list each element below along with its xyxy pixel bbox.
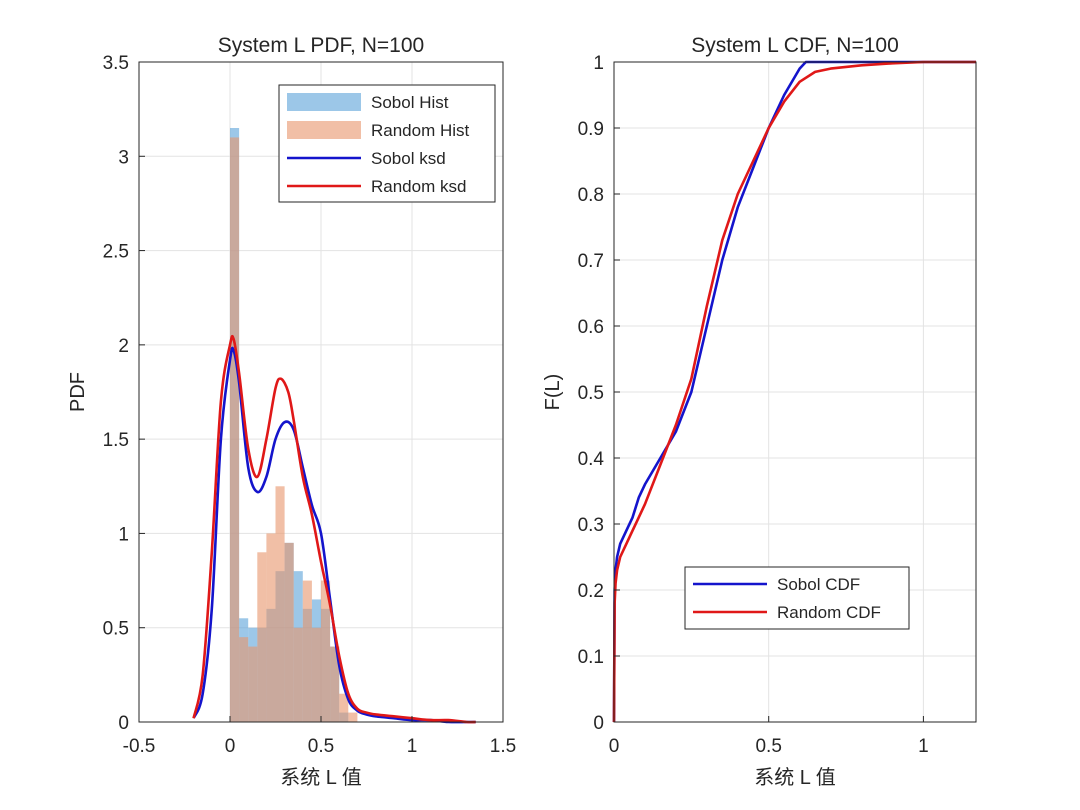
cdf-y-axis-label: F(L) (542, 374, 564, 411)
random-ksd-line (192, 334, 476, 724)
cdf-legend-box (684, 566, 910, 630)
random-hist-bar (302, 580, 312, 722)
pdf-x-axis-label: 系统 L 值 (280, 766, 362, 789)
cdf-y-tick-label: 0.7 (578, 251, 604, 272)
pdf-y-axis-label: PDF (67, 372, 89, 412)
random-hist-bar (284, 542, 294, 722)
pdf-legend-swatch (287, 93, 361, 111)
cdf-x-tick-label: 0.5 (755, 736, 781, 757)
cdf-plot: 0 0.5 1 00.10.20.30.40.50.60.70.80.91 Syst… (542, 34, 977, 789)
cdf-y-tick-label: 0.8 (578, 185, 604, 206)
pdf-x-tick-label: 0.5 (308, 736, 334, 757)
pdf-y-tick-label: 2.5 (103, 242, 129, 263)
cdf-y-tick-label: 0.5 (578, 383, 604, 404)
cdf-y-tick-label: 0.4 (578, 449, 605, 470)
pdf-x-tick-label: 1 (407, 736, 418, 757)
random-hist-bar (275, 486, 285, 722)
pdf-x-tick-label: -0.5 (123, 736, 156, 757)
random-hist-bar (311, 627, 321, 722)
random-hist-bar (330, 646, 340, 722)
cdf-y-ticks: 0 0.1 0.2 0.3 0.4 0.5 0.6 0.7 0.8 0.9 1 (578, 53, 620, 734)
random-hist-bar (257, 552, 267, 722)
pdf-y-tick-label: 0.5 (103, 619, 129, 640)
pdf-title: System L PDF, N=100 (218, 34, 424, 57)
pdf-y-tick-label: 0 (118, 713, 129, 734)
random-hist-bar (266, 533, 276, 722)
pdf-plot: -0.5 0 0.5 1 1.5 00.511.522.533.5 System L P… (67, 34, 516, 789)
cdf-y-tick-label: 0.2 (578, 581, 604, 602)
sobol-ksd-line (192, 346, 476, 724)
pdf-y-tick-label: 1 (118, 524, 129, 545)
cdf-x-tick-label: 1 (918, 736, 929, 757)
pdf-y-tick-label: 3.5 (103, 53, 129, 74)
cdf-title: System L CDF, N=100 (691, 34, 899, 57)
pdf-legend: Sobol Hist Random Hist Sobol ksd Random ksd (278, 84, 496, 203)
pdf-legend-label: Random Hist (371, 121, 470, 140)
random-hist-bar (230, 137, 240, 722)
cdf-legend: Sobol CDF Random CDF (684, 566, 910, 630)
random-hist-bar (293, 627, 303, 722)
pdf-legend-swatch (287, 121, 361, 139)
pdf-lines (192, 334, 476, 724)
cdf-y-tick-label: 0 (593, 713, 604, 734)
cdf-x-axis-label: 系统 L 值 (754, 766, 836, 789)
pdf-x-ticks: -0.5 0 0.5 1 1.5 (123, 716, 516, 757)
pdf-legend-label: Sobol ksd (371, 149, 446, 168)
random-hist-bar (239, 637, 249, 722)
pdf-y-tick-label: 3 (118, 147, 129, 168)
random-hist-bar (339, 693, 349, 722)
cdf-y-tick-label: 0.9 (578, 119, 604, 140)
cdf-x-tick-label: 0 (609, 736, 620, 757)
pdf-y-ticks: 0 0.5 1 1.5 2 2.5 3 3.5 (103, 53, 145, 734)
pdf-legend-label: Sobol Hist (371, 93, 449, 112)
cdf-y-tick-label: 0.1 (578, 647, 604, 668)
cdf-y-tick-label: 0.6 (578, 317, 604, 338)
cdf-y-tick-label: 1 (593, 53, 604, 74)
cdf-x-ticks: 0 0.5 1 (609, 716, 929, 757)
pdf-legend-label: Random ksd (371, 177, 466, 196)
pdf-histograms (230, 128, 358, 722)
pdf-y-tick-label: 2 (118, 336, 129, 357)
pdf-x-tick-label: 0 (225, 736, 236, 757)
cdf-y-tick-label: 0.3 (578, 515, 604, 536)
random-cdf-line (612, 60, 976, 723)
random-hist-bar (348, 712, 358, 722)
cdf-legend-label: Random CDF (777, 603, 881, 622)
pdf-y-tick-label: 1.5 (103, 430, 129, 451)
pdf-x-tick-label: 1.5 (490, 736, 516, 757)
random-hist-bar (321, 580, 331, 722)
random-hist-bar (248, 646, 258, 722)
cdf-legend-label: Sobol CDF (777, 575, 860, 594)
